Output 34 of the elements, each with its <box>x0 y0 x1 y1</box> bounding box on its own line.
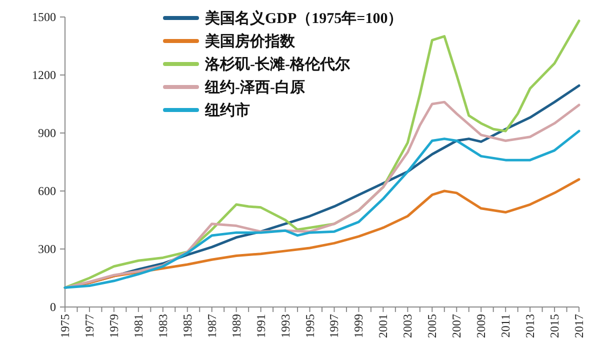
line-series <box>64 130 580 289</box>
x-tick-label: 2003 <box>400 314 415 338</box>
x-tick-label: 1987 <box>204 314 219 338</box>
y-tick-label: 1500 <box>32 10 56 24</box>
y-tick-label: 600 <box>38 184 56 198</box>
legend-label: 美国名义GDP（1975年=100） <box>204 9 403 27</box>
legend-label: 纽约-泽西-白原 <box>204 79 305 96</box>
x-tick-label: 1999 <box>352 314 366 338</box>
legend-label: 美国房价指数 <box>204 32 296 50</box>
legend-label: 纽约市 <box>204 101 250 119</box>
x-tick-label: 2013 <box>523 314 538 338</box>
x-tick-label: 1981 <box>131 314 146 338</box>
x-tick-label: 2001 <box>376 314 390 338</box>
x-tick-label: 2017 <box>572 314 586 338</box>
x-tick-label: 2007 <box>450 314 464 338</box>
x-tick-label: 1983 <box>156 314 170 338</box>
x-tick-label: 1977 <box>82 314 96 338</box>
x-tick-label: 1993 <box>278 314 292 338</box>
x-tick-label: 1979 <box>106 314 121 338</box>
x-tick-label: 2015 <box>548 314 562 338</box>
x-tick-label: 2005 <box>425 314 440 338</box>
y-tick-label: 300 <box>38 242 56 256</box>
legend-label: 洛杉矶-长滩-格伦代尔 <box>204 56 351 73</box>
y-tick-label: 1200 <box>32 68 56 82</box>
y-tick-label: 900 <box>38 126 56 140</box>
x-tick-label: 1991 <box>254 314 268 338</box>
y-tick-label: 0 <box>50 300 56 314</box>
x-tick-label: 1975 <box>58 314 72 338</box>
x-tick-label: 2009 <box>474 314 488 338</box>
x-tick-label: 1989 <box>229 314 244 338</box>
x-tick-label: 1997 <box>327 314 342 338</box>
x-tick-label: 1985 <box>180 314 194 338</box>
x-tick-label: 2011 <box>498 314 513 338</box>
x-tick-label: 1995 <box>302 314 317 338</box>
